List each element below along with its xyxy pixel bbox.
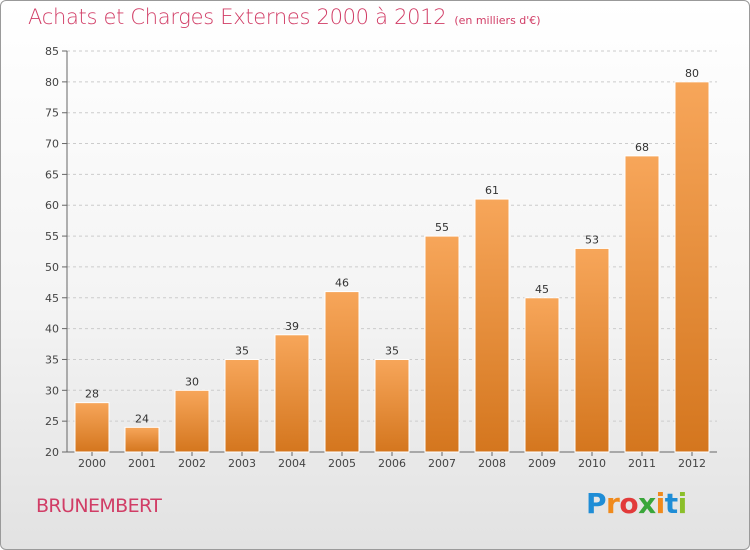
bar-value-label: 68	[635, 141, 649, 154]
x-tick-label: 2000	[78, 457, 106, 470]
x-tick-label: 2001	[128, 457, 156, 470]
logo-letter: i	[677, 487, 688, 520]
bar	[124, 426, 160, 453]
bar-value-label: 45	[535, 283, 549, 296]
bar	[324, 291, 360, 453]
x-tick-label: 2011	[628, 457, 656, 470]
bar-value-label: 80	[685, 67, 699, 80]
bar-value-label: 55	[435, 221, 449, 234]
y-tick-label: 20	[45, 446, 59, 459]
bar-value-label: 53	[585, 233, 599, 246]
y-tick-label: 30	[45, 384, 59, 397]
y-tick-label: 45	[45, 292, 59, 305]
y-tick-label: 70	[45, 138, 59, 151]
bar-value-label: 35	[385, 344, 399, 357]
bar-value-label: 39	[285, 320, 299, 333]
x-tick-label: 2004	[278, 457, 306, 470]
bar	[624, 155, 660, 453]
logo-letter: i	[655, 487, 666, 520]
bar-value-label: 28	[85, 388, 99, 401]
bar	[174, 389, 210, 453]
bar	[224, 358, 260, 453]
x-tick-label: 2003	[228, 457, 256, 470]
y-tick-label: 85	[45, 45, 59, 58]
bar	[274, 334, 310, 453]
bar	[374, 358, 410, 453]
bar	[524, 297, 560, 453]
chart-title: Achats et Charges Externes 2000 à 2012 (e…	[28, 5, 541, 29]
chart-title-text: Achats et Charges Externes 2000 à 2012	[28, 5, 447, 29]
x-tick-label: 2012	[678, 457, 706, 470]
bar	[674, 81, 710, 453]
x-tick-label: 2009	[528, 457, 556, 470]
y-tick-label: 55	[45, 230, 59, 243]
logo-letter: o	[619, 487, 639, 520]
proxiti-logo: Proxiti	[586, 487, 687, 520]
chart-unit-text: (en milliers d'€)	[454, 14, 541, 27]
bar-value-label: 46	[335, 277, 349, 290]
bar-value-label: 30	[185, 375, 199, 388]
bar	[574, 247, 610, 453]
logo-letter: P	[586, 487, 607, 520]
y-tick-label: 60	[45, 199, 59, 212]
y-tick-label: 25	[45, 415, 59, 428]
x-tick-label: 2010	[578, 457, 606, 470]
logo-letter: r	[606, 487, 620, 520]
commune-name: BRUNEMBERT	[36, 495, 162, 517]
y-tick-label: 80	[45, 76, 59, 89]
y-tick-label: 65	[45, 168, 59, 181]
bar	[424, 235, 460, 453]
x-tick-label: 2002	[178, 457, 206, 470]
x-tick-label: 2008	[478, 457, 506, 470]
logo-letter: t	[664, 487, 678, 520]
x-tick-label: 2006	[378, 457, 406, 470]
x-tick-label: 2005	[328, 457, 356, 470]
bar-value-label: 24	[135, 412, 149, 425]
y-tick-label: 50	[45, 261, 59, 274]
y-tick-label: 40	[45, 323, 59, 336]
bar	[474, 198, 510, 453]
bar-value-label: 61	[485, 184, 499, 197]
x-tick-label: 2007	[428, 457, 456, 470]
y-tick-label: 75	[45, 107, 59, 120]
bar-value-label: 35	[235, 344, 249, 357]
logo-letter: x	[638, 487, 656, 520]
bar	[74, 402, 110, 453]
y-tick-label: 35	[45, 353, 59, 366]
